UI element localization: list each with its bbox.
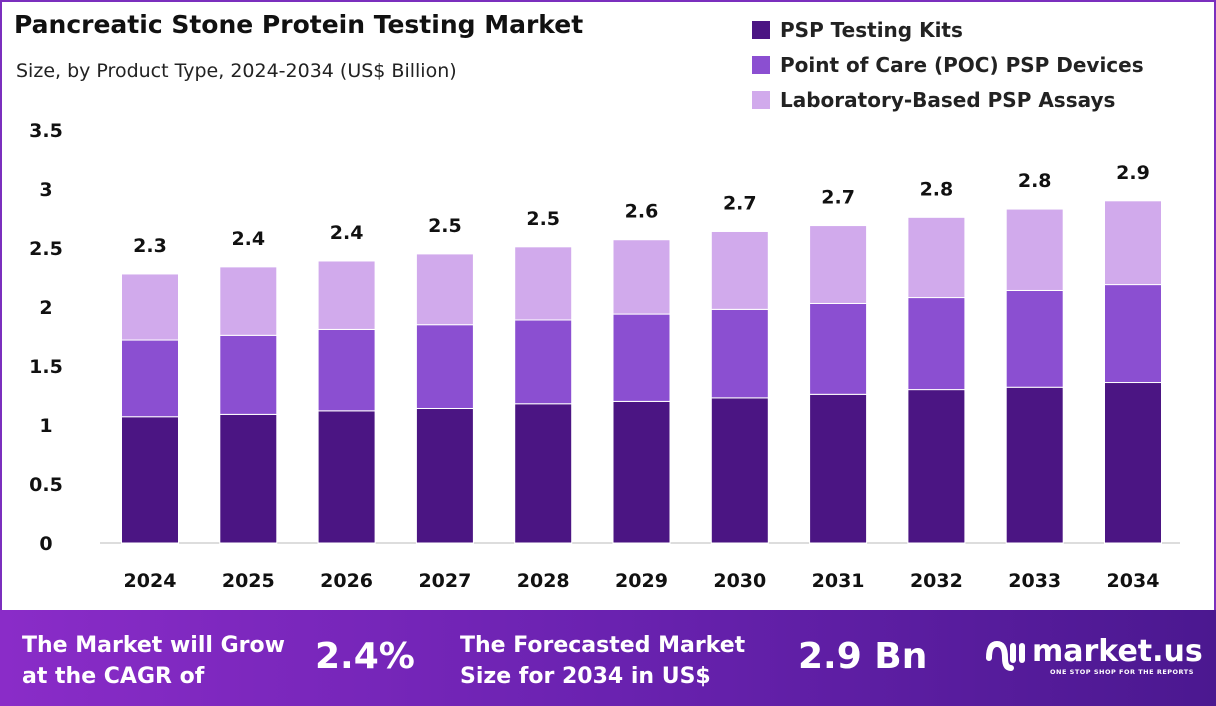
footer-banner: The Market will Grow at the CAGR of 2.4% …: [0, 610, 1216, 706]
bar-segment: [1005, 386, 1064, 544]
bar-segment: [710, 397, 769, 544]
y-tick-label: 1: [39, 415, 52, 437]
bar-segment: [907, 389, 966, 544]
legend-label: Point of Care (POC) PSP Devices: [780, 52, 1144, 77]
forecast-label: The Forecasted Market Size for 2034 in US…: [460, 633, 746, 689]
chart-subtitle: Size, by Product Type, 2024-2034 (US$ Bi…: [16, 60, 457, 82]
bar-segment: [809, 302, 868, 395]
bar-segment: [415, 324, 474, 409]
cagr-label: The Market will Grow at the CAGR of: [22, 633, 285, 689]
x-tick-label: 2029: [615, 570, 668, 592]
bar-chart: 0 0.5 1 1.5 2 2.5 3 3.5 2.3 2024 2.4 2025 2.4 2026 2.5…: [29, 120, 1180, 592]
bar-segment: [317, 328, 376, 412]
y-tick-label: 0: [39, 533, 52, 555]
bar-segment: [809, 225, 868, 304]
bar-segment: [317, 260, 376, 330]
y-tick-label: 3: [39, 179, 52, 201]
bar-segment: [121, 339, 179, 418]
legend-swatch: [752, 90, 770, 109]
legend-swatch: [752, 55, 770, 74]
bar-segment: [907, 216, 966, 299]
bar-segment: [907, 297, 966, 391]
bar-segment: [415, 407, 474, 544]
total-label: 2.4: [330, 222, 364, 244]
bar-segment: [415, 253, 474, 326]
x-tick-label: 2027: [418, 570, 471, 592]
y-tick-label: 0.5: [29, 474, 63, 496]
legend-swatch: [752, 20, 770, 39]
x-tick-label: 2033: [1008, 570, 1061, 592]
chart-title: Pancreatic Stone Protein Testing Market: [14, 10, 584, 39]
y-tick-label: 3.5: [29, 120, 63, 142]
x-tick-label: 2026: [320, 570, 373, 592]
x-tick-label: 2032: [910, 570, 963, 592]
bar-segment: [612, 400, 671, 544]
bar-segment: [1005, 208, 1064, 291]
bar-segment: [809, 393, 868, 544]
bar-segment: [1104, 200, 1162, 286]
y-tick-label: 1.5: [29, 356, 63, 378]
total-label: 2.7: [821, 187, 855, 209]
logo-text: market.us: [1032, 634, 1203, 669]
bar-segment: [612, 313, 671, 402]
total-label: 2.4: [231, 228, 265, 250]
total-label: 2.6: [625, 201, 659, 223]
legend-item-lab: Laboratory-Based PSP Assays: [752, 82, 1144, 117]
bar-segment: [710, 308, 769, 399]
bar-segment: [514, 319, 573, 405]
bar-segment: [612, 239, 671, 315]
legend-label: Laboratory-Based PSP Assays: [780, 87, 1116, 112]
y-tick-label: 2: [39, 297, 52, 319]
x-tick-label: 2030: [713, 570, 766, 592]
total-label: 2.9: [1116, 162, 1150, 184]
total-label: 2.5: [526, 208, 560, 230]
bar-segment: [514, 246, 573, 321]
bar-segment: [121, 273, 179, 341]
bar-segment: [1104, 382, 1162, 544]
bar-segment: [1005, 289, 1064, 388]
bar-segment: [121, 416, 179, 544]
total-label: 2.8: [1018, 170, 1052, 192]
x-tick-label: 2028: [517, 570, 570, 592]
legend: PSP Testing Kits Point of Care (POC) PSP…: [752, 12, 1144, 117]
x-tick-label: 2024: [124, 570, 177, 592]
legend-label: PSP Testing Kits: [780, 17, 963, 42]
x-tick-label: 2025: [222, 570, 275, 592]
market-us-logo-icon: [985, 636, 1025, 671]
total-label: 2.3: [133, 235, 167, 257]
bar-segment: [219, 266, 278, 336]
cagr-value: 2.4%: [315, 636, 415, 677]
x-tick-label: 2034: [1107, 570, 1160, 592]
bar-segment: [219, 413, 278, 544]
bar-segment: [514, 403, 573, 544]
bar-segment: [1104, 284, 1162, 384]
total-label: 2.5: [428, 215, 462, 237]
legend-item-kits: PSP Testing Kits: [752, 12, 1144, 47]
total-label: 2.8: [920, 178, 954, 200]
forecast-value: 2.9 Bn: [798, 636, 928, 677]
legend-item-poc: Point of Care (POC) PSP Devices: [752, 47, 1144, 82]
total-label: 2.7: [723, 192, 757, 214]
logo-tagline: ONE STOP SHOP FOR THE REPORTS: [1050, 668, 1194, 676]
bar-segment: [710, 230, 769, 310]
bar-segment: [219, 334, 278, 415]
y-tick-label: 2.5: [29, 238, 63, 260]
bar-segment: [317, 410, 376, 544]
x-tick-label: 2031: [812, 570, 865, 592]
